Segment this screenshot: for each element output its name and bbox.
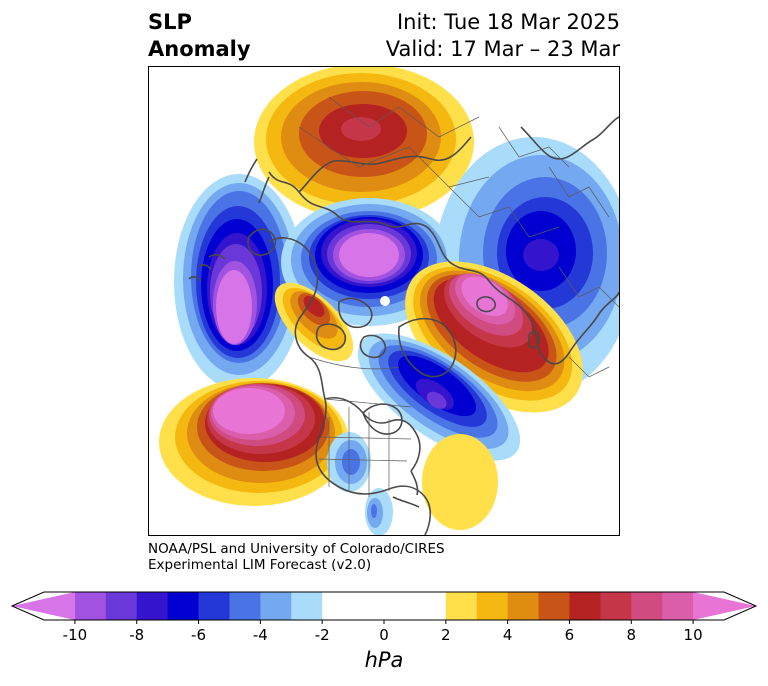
colorbar-bin bbox=[105, 592, 138, 620]
valid-range: Valid: 17 Mar – 23 Mar bbox=[385, 37, 620, 61]
map-title: SLP Anomaly bbox=[148, 9, 251, 63]
colorbar-bin bbox=[291, 592, 323, 620]
colorbar-tick-label: 2 bbox=[441, 626, 451, 644]
colorbar-unit: hPa bbox=[364, 648, 404, 672]
pole-hole bbox=[380, 296, 390, 306]
colorbar-tick-label: -10 bbox=[63, 626, 88, 644]
colorbar-svg: -10 -8 -6 -4 -2 0 2 4 6 8 10 bbox=[10, 591, 758, 644]
colorbar-tick-label: 4 bbox=[503, 626, 513, 644]
colorbar-bin bbox=[167, 592, 200, 620]
northeast-pacific-high bbox=[159, 378, 349, 506]
colorbar-bin bbox=[569, 592, 601, 620]
credit-line2: Experimental LIM Forecast (v2.0) bbox=[148, 557, 372, 573]
colorbar-bin bbox=[662, 592, 694, 620]
colorbar-outline bbox=[10, 591, 758, 621]
colorbar-bin bbox=[600, 592, 632, 620]
colorbar-tick-label: 8 bbox=[626, 626, 636, 644]
colorbar-bin bbox=[538, 592, 570, 620]
chukchi-high bbox=[274, 282, 354, 362]
colorbar-tick-label: -6 bbox=[191, 626, 206, 644]
colorbar-tick-label: 0 bbox=[379, 626, 389, 644]
colorbar-tick-label: -2 bbox=[315, 626, 330, 644]
credit-line1: NOAA/PSL and University of Colorado/CIRE… bbox=[148, 541, 445, 557]
central-asia-high bbox=[254, 67, 474, 220]
colorbar-bin bbox=[507, 592, 540, 620]
colorbar-tick-label: 10 bbox=[684, 626, 703, 644]
title-variable-line2: Anomaly bbox=[148, 37, 251, 61]
central-us-low bbox=[327, 432, 393, 535]
colorbar: -10 -8 -6 -4 -2 0 2 4 6 8 10 bbox=[10, 590, 758, 644]
colorbar-extend-min bbox=[12, 592, 75, 620]
slp-anomaly-map bbox=[148, 66, 620, 536]
colorbar-bin bbox=[476, 592, 509, 620]
title-variable-line1: SLP bbox=[148, 10, 192, 34]
colorbar-bin bbox=[631, 592, 663, 620]
colorbar-tick-label: -8 bbox=[129, 626, 144, 644]
forecast-dates: Init: Tue 18 Mar 2025 Valid: 17 Mar – 23… bbox=[386, 9, 620, 63]
colorbar-bin bbox=[322, 592, 447, 620]
colorbar-bin bbox=[136, 592, 169, 620]
colorbar-bin bbox=[198, 592, 230, 620]
coastlines bbox=[188, 116, 619, 535]
colorbar-bin bbox=[445, 592, 478, 620]
gulf-of-alaska-low bbox=[174, 174, 304, 390]
western-atlantic-high bbox=[422, 434, 498, 530]
colorbar-bin bbox=[229, 592, 261, 620]
colorbar-extend-max bbox=[693, 592, 756, 620]
country-borders bbox=[298, 96, 619, 497]
colorbar-tick-label: -4 bbox=[253, 626, 268, 644]
barents-kara-high bbox=[405, 261, 583, 413]
colorbar-bin bbox=[260, 592, 292, 620]
colorbar-bin bbox=[74, 592, 107, 620]
credit-text: NOAA/PSL and University of Colorado/CIRE… bbox=[148, 541, 445, 573]
init-date: Init: Tue 18 Mar 2025 bbox=[396, 10, 620, 34]
colorbar-tick-label: 6 bbox=[565, 626, 575, 644]
